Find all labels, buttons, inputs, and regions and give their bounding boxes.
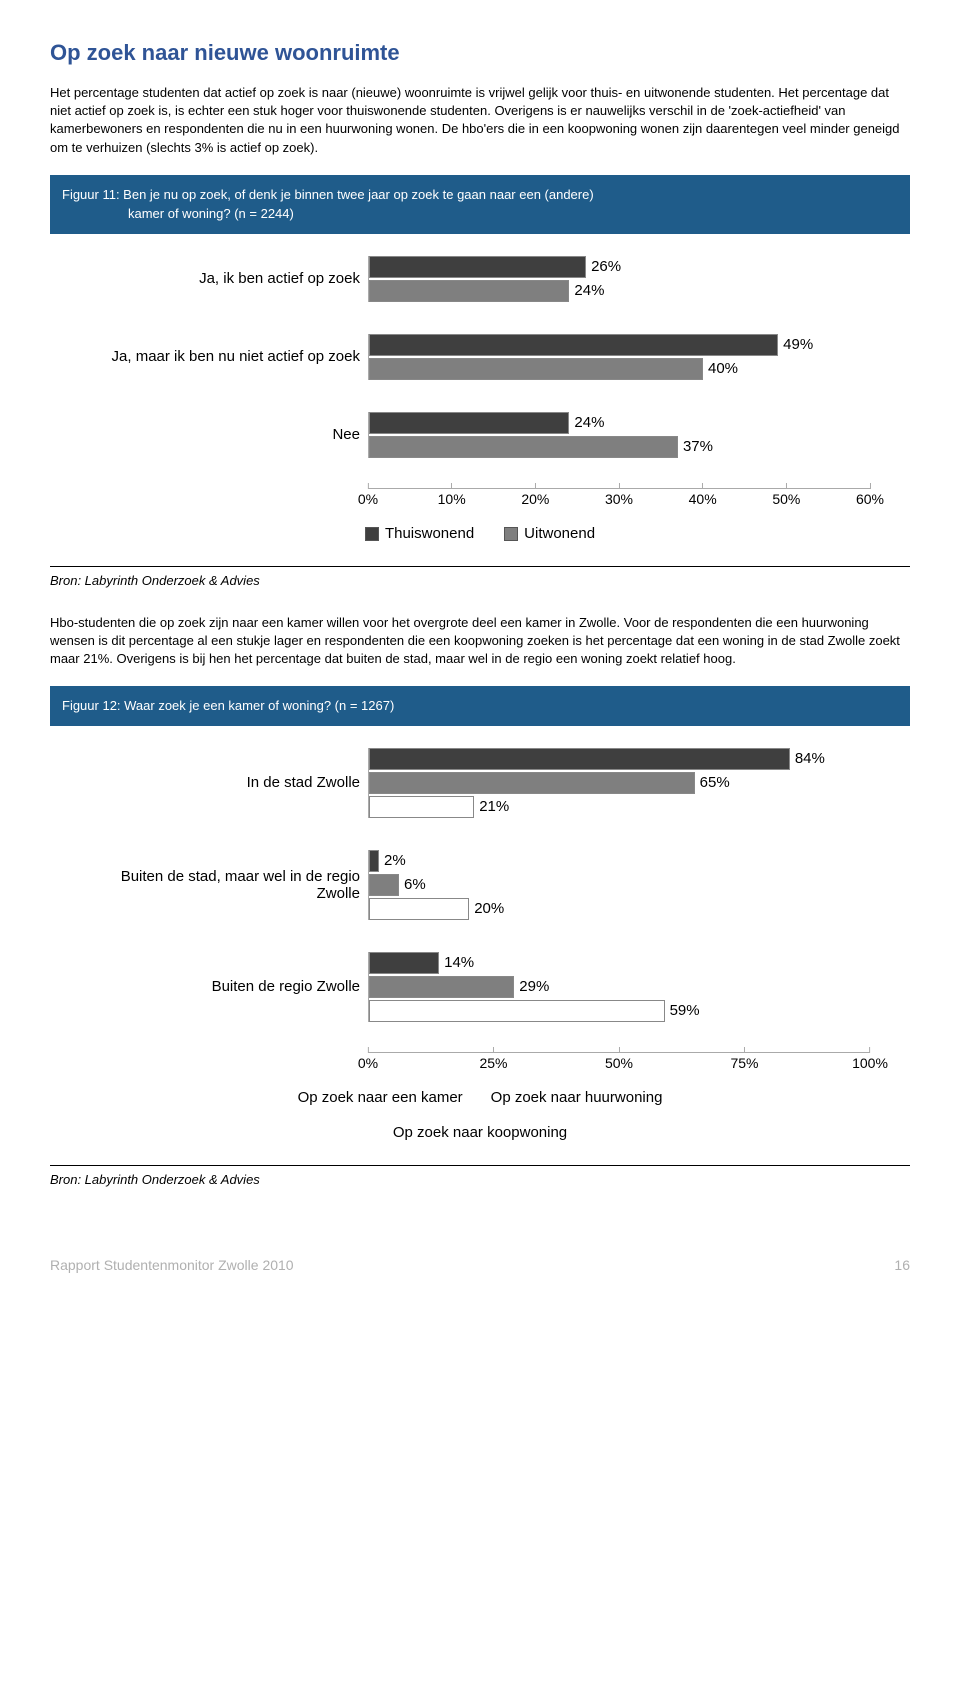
bar: 37% (369, 436, 678, 458)
axis-tick: 50% (605, 1047, 633, 1071)
bar: 6% (369, 874, 399, 896)
bar-group: Buiten de stad, maar wel in de regioZwol… (90, 848, 870, 922)
axis-tick: 0% (358, 1047, 378, 1071)
axis-tick: 50% (772, 483, 800, 507)
x-axis: 0%25%50%75%100% (368, 1052, 870, 1071)
figure-12-chart: In de stad Zwolle84%65%21%Buiten de stad… (50, 726, 910, 1157)
axis-tick: 10% (438, 483, 466, 507)
figure-11-title-l1: Figuur 11: Ben je nu op zoek, of denk je… (62, 187, 594, 202)
bar: 40% (369, 358, 703, 380)
axis-tick: 60% (856, 483, 884, 507)
legend-item: Op zoek naar koopwoning (393, 1124, 567, 1141)
bar-group: Ja, maar ik ben nu niet actief op zoek49… (90, 332, 870, 382)
chart-legend: Thuiswonend Uitwonend (90, 525, 870, 542)
bar-value: 24% (574, 282, 604, 299)
legend-item: Uitwonend (504, 525, 595, 542)
bar: 14% (369, 952, 439, 974)
bar-value: 59% (670, 1002, 700, 1019)
figure-12-source: Bron: Labyrinth Onderzoek & Advies (50, 1165, 910, 1187)
figure-11-title: Figuur 11: Ben je nu op zoek, of denk je… (50, 175, 910, 234)
axis-tick: 25% (479, 1047, 507, 1071)
bar: 24% (369, 412, 569, 434)
axis-tick: 30% (605, 483, 633, 507)
figure-11-chart: Ja, ik ben actief op zoek26%24%Ja, maar … (50, 234, 910, 558)
legend-item: Thuiswonend (365, 525, 474, 542)
bar-value: 20% (474, 900, 504, 917)
page-footer: Rapport Studentenmonitor Zwolle 2010 16 (50, 1257, 910, 1273)
x-axis: 0%10%20%30%40%50%60% (368, 488, 870, 507)
bar: 2% (369, 850, 379, 872)
bar: 49% (369, 334, 778, 356)
category-label: Ja, ik ben actief op zoek (90, 270, 368, 287)
bar-value: 14% (444, 954, 474, 971)
axis-tick: 40% (689, 483, 717, 507)
bar-value: 29% (519, 978, 549, 995)
bar: 20% (369, 898, 469, 920)
bar-group: In de stad Zwolle84%65%21% (90, 746, 870, 820)
bar-value: 84% (795, 750, 825, 767)
bar: 29% (369, 976, 514, 998)
intro-paragraph: Het percentage studenten dat actief op z… (50, 84, 910, 157)
bar-value: 26% (591, 258, 621, 275)
category-label: Buiten de regio Zwolle (90, 978, 368, 995)
bar-group: Nee24%37% (90, 410, 870, 460)
bar-value: 21% (479, 798, 509, 815)
category-label: Buiten de stad, maar wel in de regioZwol… (90, 868, 368, 902)
bar-group: Ja, ik ben actief op zoek26%24% (90, 254, 870, 304)
bar-value: 40% (708, 360, 738, 377)
legend-item: Op zoek naar een kamer (298, 1089, 463, 1106)
bar: 65% (369, 772, 695, 794)
chart-legend: Op zoek naar een kamer Op zoek naar huurw… (220, 1089, 740, 1141)
bar-value: 49% (783, 336, 813, 353)
bar: 24% (369, 280, 569, 302)
figure-12-title-text: Figuur 12: Waar zoek je een kamer of won… (62, 698, 394, 713)
axis-tick: 0% (358, 483, 378, 507)
axis-tick: 20% (521, 483, 549, 507)
bar: 84% (369, 748, 790, 770)
figure-12-title: Figuur 12: Waar zoek je een kamer of won… (50, 686, 910, 726)
footer-left: Rapport Studentenmonitor Zwolle 2010 (50, 1257, 294, 1273)
axis-tick: 100% (852, 1047, 888, 1071)
bar: 26% (369, 256, 586, 278)
footer-right: 16 (894, 1257, 910, 1273)
axis-tick: 75% (730, 1047, 758, 1071)
figure-11-title-l2: kamer of woning? (n = 2244) (62, 204, 898, 224)
bar: 59% (369, 1000, 665, 1022)
category-label: Nee (90, 426, 368, 443)
figure-11-source: Bron: Labyrinth Onderzoek & Advies (50, 566, 910, 588)
bar-value: 65% (700, 774, 730, 791)
legend-item: Op zoek naar huurwoning (491, 1089, 663, 1106)
category-label: Ja, maar ik ben nu niet actief op zoek (90, 348, 368, 365)
bar-value: 6% (404, 876, 426, 893)
bar-value: 24% (574, 414, 604, 431)
bar-value: 37% (683, 438, 713, 455)
page-heading: Op zoek naar nieuwe woonruimte (50, 40, 910, 66)
bar: 21% (369, 796, 474, 818)
category-label: In de stad Zwolle (90, 774, 368, 791)
bar-value: 2% (384, 852, 406, 869)
middle-paragraph: Hbo-studenten die op zoek zijn naar een … (50, 614, 910, 669)
bar-group: Buiten de regio Zwolle14%29%59% (90, 950, 870, 1024)
